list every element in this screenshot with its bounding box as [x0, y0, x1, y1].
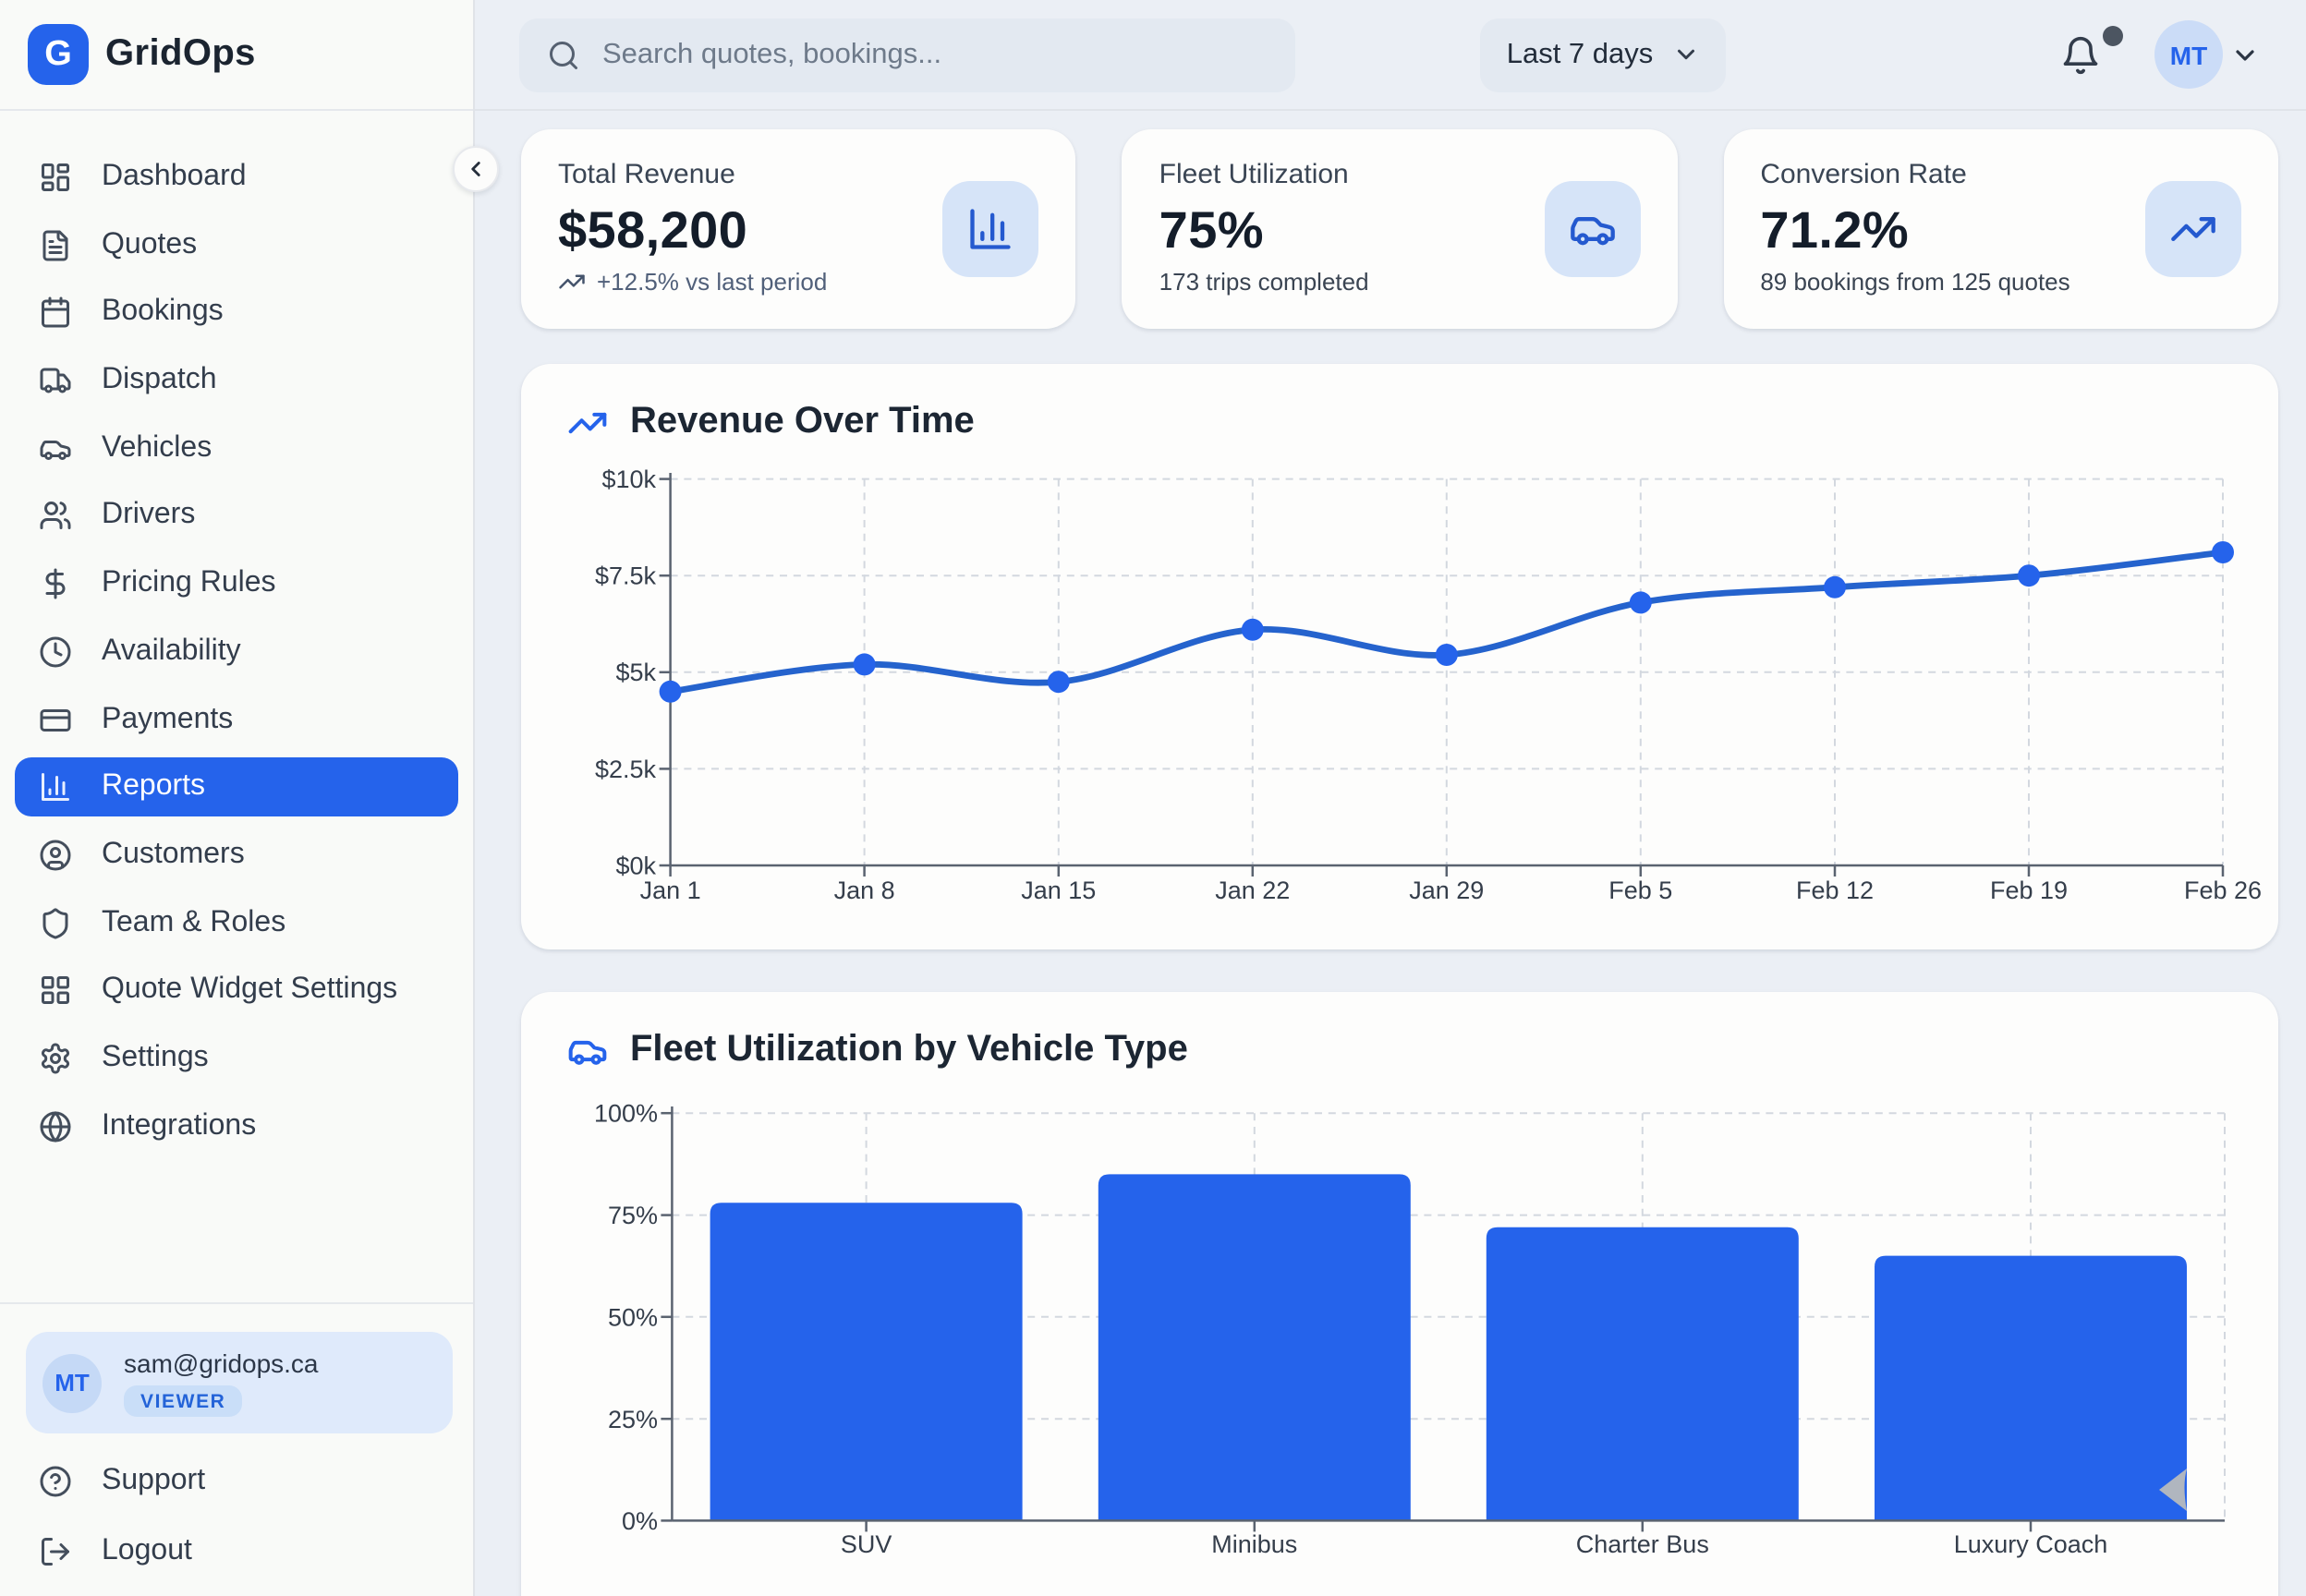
- svg-text:SUV: SUV: [841, 1530, 892, 1558]
- svg-text:$10k: $10k: [601, 466, 656, 493]
- svg-text:Feb 5: Feb 5: [1608, 877, 1672, 904]
- svg-text:$2.5k: $2.5k: [595, 756, 657, 783]
- svg-text:25%: 25%: [608, 1406, 658, 1433]
- svg-text:Jan 29: Jan 29: [1409, 877, 1484, 904]
- svg-text:Luxury Coach: Luxury Coach: [1954, 1530, 2108, 1558]
- svg-text:0%: 0%: [622, 1507, 658, 1535]
- svg-text:50%: 50%: [608, 1303, 658, 1331]
- svg-text:Feb 12: Feb 12: [1796, 877, 1874, 904]
- svg-text:Jan 8: Jan 8: [834, 877, 895, 904]
- svg-text:$0k: $0k: [615, 852, 656, 879]
- svg-text:$5k: $5k: [615, 659, 656, 686]
- svg-text:100%: 100%: [594, 1100, 658, 1128]
- svg-text:75%: 75%: [608, 1202, 658, 1229]
- svg-text:Feb 26: Feb 26: [2184, 877, 2262, 904]
- svg-text:Minibus: Minibus: [1211, 1530, 1297, 1558]
- svg-text:Jan 15: Jan 15: [1021, 877, 1096, 904]
- svg-text:Jan 22: Jan 22: [1215, 877, 1290, 904]
- svg-text:Charter Bus: Charter Bus: [1576, 1530, 1709, 1558]
- svg-text:Feb 19: Feb 19: [1990, 877, 2068, 904]
- svg-text:Jan 1: Jan 1: [640, 877, 701, 904]
- svg-text:$7.5k: $7.5k: [595, 562, 657, 590]
